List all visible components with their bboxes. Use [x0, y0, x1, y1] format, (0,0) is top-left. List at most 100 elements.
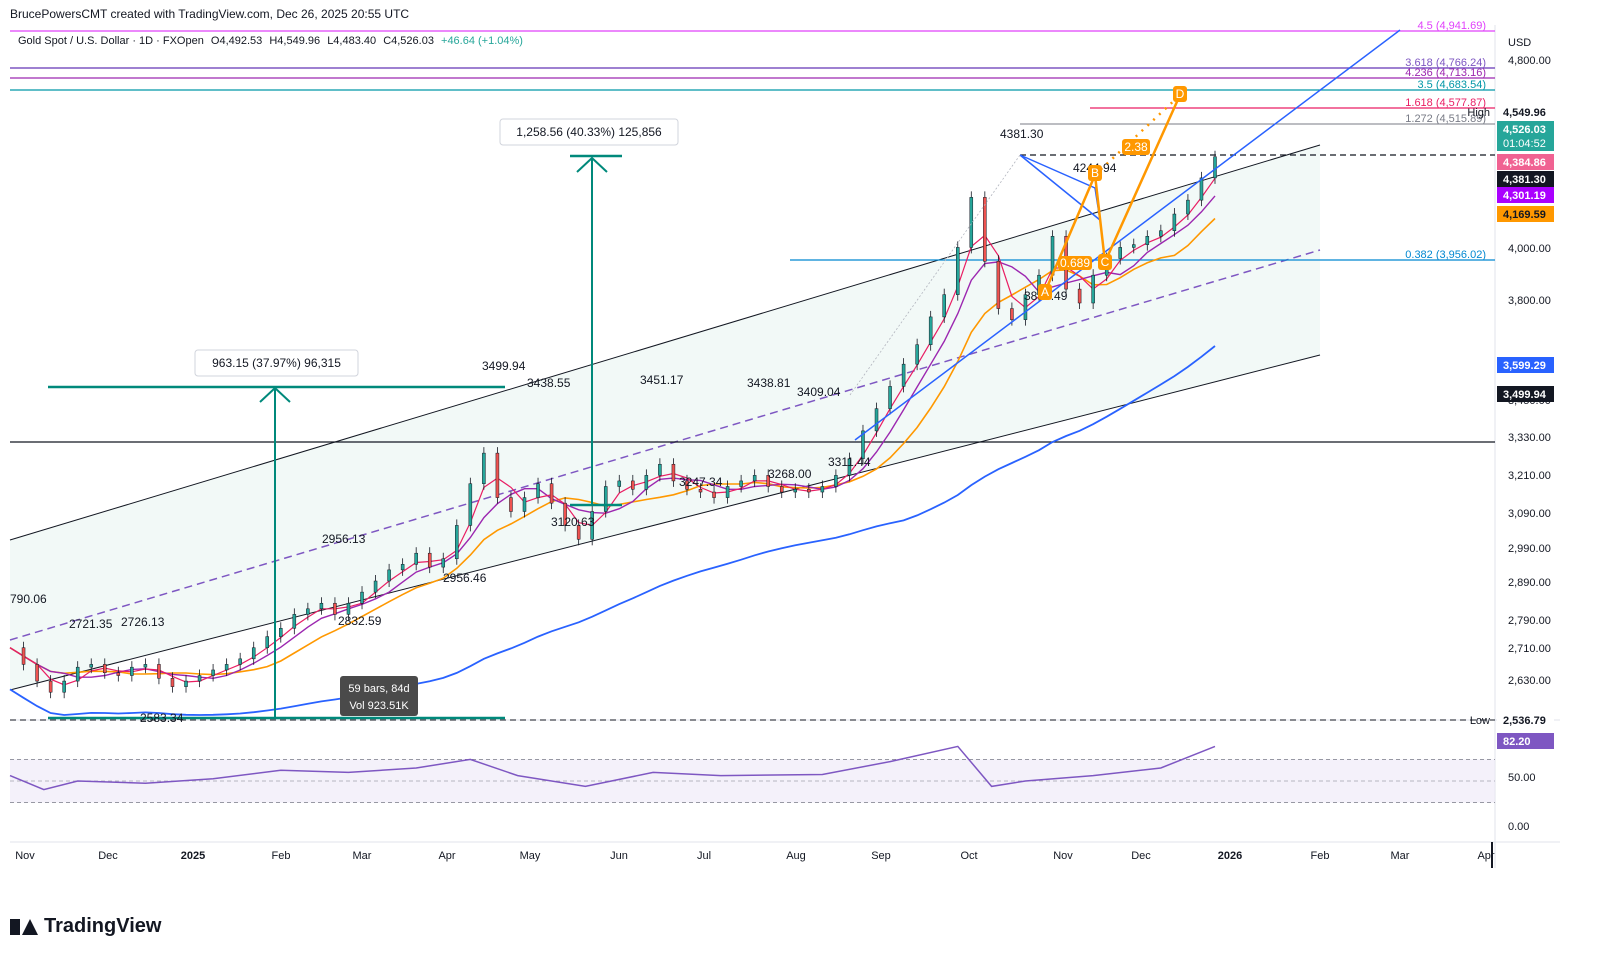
fib-label: 1.618 (4,577.87) [1405, 97, 1486, 109]
candle-body [1199, 177, 1204, 201]
measure-label-2-box [194, 349, 359, 377]
time-tick: Apr [1477, 850, 1494, 862]
candle-body [455, 525, 459, 560]
currency-label: USD [1508, 37, 1531, 49]
price-tag-box [1497, 187, 1554, 203]
dotted-projection [849, 154, 1021, 396]
candle-body [21, 647, 26, 665]
fib-label: 0.382 (3,956.02) [1405, 249, 1486, 261]
swing-label: 3247.34 [679, 475, 723, 489]
pattern-point-a: A [1041, 285, 1049, 299]
candle-body [319, 602, 324, 610]
pattern-point-c: C [1101, 255, 1110, 269]
candle-body [427, 552, 432, 568]
ma-10-line [9, 177, 1216, 686]
price-tag-box [1497, 104, 1554, 120]
swing-label: 790.06 [10, 592, 47, 606]
candle-body [130, 666, 134, 676]
swing-label: 3438.81 [747, 376, 791, 390]
price-tag: 4,526.03 [1503, 124, 1546, 136]
price-tag-box [1497, 171, 1554, 187]
candle-body [292, 614, 297, 629]
fib-label: 4.236 (4,713.16) [1405, 67, 1486, 79]
price-tag-box [1497, 386, 1554, 402]
swing-label: 4244.94 [1073, 161, 1117, 175]
candle-body [306, 608, 310, 615]
swing-label: 3438.55 [527, 376, 571, 390]
candle-body [1064, 236, 1068, 290]
candle-body [766, 475, 770, 487]
candle-body [549, 483, 554, 504]
pattern-point-d: D [1176, 87, 1185, 101]
ma-20-line [9, 195, 1216, 680]
candle-body [1213, 156, 1217, 179]
candle-body [671, 463, 676, 482]
triangle-pattern [1019, 154, 1102, 222]
time-tick: Dec [1131, 850, 1151, 862]
candle-body [969, 197, 974, 248]
candle-body [698, 489, 703, 493]
price-tag-box [1497, 121, 1554, 151]
time-tick: Mar [1391, 850, 1410, 862]
price-tick: 3,450.00 [1508, 395, 1551, 407]
candle-body [996, 261, 1001, 309]
swing-label: 3120.63 [551, 515, 595, 529]
candle-body [224, 664, 229, 671]
candle-body [251, 647, 256, 660]
candle-body [725, 486, 730, 498]
price-tick: 3,330.00 [1508, 432, 1551, 444]
candle-body [116, 672, 121, 676]
pattern-point-b: B [1091, 166, 1099, 180]
symbol-name[interactable]: Gold Spot / U.S. Dollar · 1D · FXOpen [18, 35, 204, 47]
candle-body [928, 316, 933, 345]
price-tick: 4,000.00 [1508, 243, 1551, 255]
candle-body [143, 664, 148, 668]
price-tick: 2,990.00 [1508, 543, 1551, 555]
time-tick: Jul [697, 850, 711, 862]
candle-body [48, 680, 53, 693]
pattern-point-d-box [1173, 86, 1187, 102]
candle-body [1159, 230, 1163, 237]
candle-body [62, 680, 66, 693]
time-tick: 2025 [181, 850, 205, 862]
price-tick: 2,790.00 [1508, 615, 1551, 627]
tradingview-brand: TradingView [10, 915, 161, 938]
candle-body [861, 430, 865, 459]
price-tag: 4,381.30 [1503, 174, 1546, 186]
candle-body [1010, 308, 1014, 320]
candle-body [265, 636, 269, 648]
measure-label-2: 963.15 (37.97%) 96,315 [212, 356, 341, 370]
candle-body [1091, 274, 1095, 304]
candle-body [536, 483, 540, 498]
candle-body [793, 489, 798, 493]
ratio-label-2-box [1058, 256, 1092, 270]
candle-body [603, 486, 608, 512]
candle-body [197, 675, 202, 682]
candle-body [658, 463, 662, 476]
price-tag: 4,301.19 [1503, 190, 1546, 202]
candle-body [170, 678, 175, 687]
bars-info-label: 59 bars, 84d [348, 683, 409, 695]
candle-body [400, 564, 405, 571]
candle-body [563, 502, 567, 526]
candle-body [1132, 244, 1136, 248]
price-tick: 3,090.00 [1508, 508, 1551, 520]
measure-label-1-box [499, 118, 679, 146]
time-tick: Feb [1311, 850, 1330, 862]
swing-label: 2832.59 [338, 614, 382, 628]
fib-label: 3.5 (4,683.54) [1418, 79, 1487, 91]
candle-body [495, 452, 500, 498]
candle-body [956, 247, 960, 295]
candle-body [414, 552, 418, 565]
candle-body [89, 664, 93, 668]
candle-body [346, 602, 351, 615]
price-tag-caption: High [1467, 107, 1490, 119]
swing-label: 3886.49 [1024, 289, 1068, 303]
price-tag-caption: Low [1470, 715, 1490, 727]
price-tag: 4,169.59 [1503, 209, 1546, 221]
price-tick: 2,710.00 [1508, 643, 1551, 655]
candle-body [915, 344, 919, 365]
fib-label: 1.272 (4,515.89) [1405, 113, 1486, 125]
candle-body [1172, 213, 1177, 231]
